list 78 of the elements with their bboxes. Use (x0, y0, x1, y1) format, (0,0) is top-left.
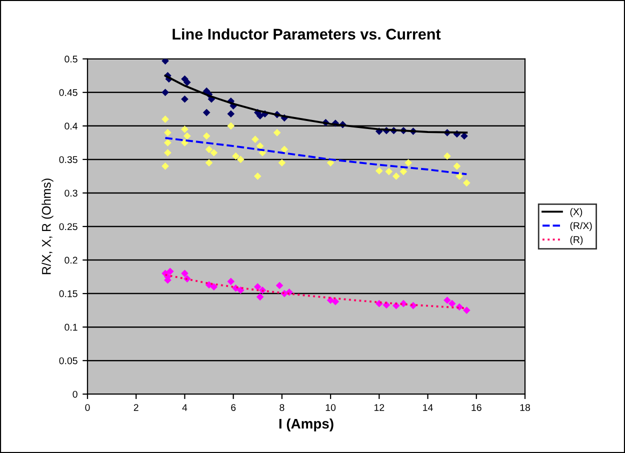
point (164, 149, 172, 156)
x-tick-label: 0 (85, 404, 90, 411)
point (404, 159, 412, 166)
point (166, 268, 174, 276)
x-tick-label: 16 (472, 404, 482, 411)
point (227, 122, 235, 130)
point (278, 159, 286, 166)
point (252, 136, 259, 144)
x-axis-title: I (Amps) (279, 418, 334, 432)
y-tick-label: 0.25 (59, 223, 78, 230)
point (456, 172, 464, 180)
point (162, 162, 169, 170)
y-tick-label: 0.1 (64, 324, 78, 331)
x-tick-label: 10 (326, 404, 336, 411)
point (385, 168, 393, 176)
x-tick-label: 2 (134, 404, 138, 411)
point (256, 142, 264, 150)
point (210, 283, 218, 291)
point (162, 88, 169, 96)
x-tick-label: 12 (374, 404, 384, 411)
x-tick-label: 6 (231, 404, 236, 411)
y-axis-title: R/X, X, R (Ohms) (42, 178, 54, 274)
y-tick-label: 0.05 (59, 357, 78, 364)
point (227, 278, 235, 286)
point (181, 270, 188, 278)
point (205, 146, 213, 154)
x-tick-label: 4 (182, 404, 188, 411)
y-tick-label: 0.5 (64, 56, 78, 63)
y-tick-label: 0.15 (59, 290, 78, 298)
point (227, 110, 235, 118)
point (236, 156, 244, 164)
point (462, 179, 470, 187)
x-tick-label: 8 (280, 404, 284, 411)
x-tick-label: 14 (423, 404, 433, 411)
y-tick-label: 0.3 (64, 190, 78, 197)
point (254, 283, 262, 291)
point (256, 293, 264, 301)
point (276, 282, 284, 290)
point (375, 167, 383, 175)
point (202, 108, 210, 116)
legend-label: (R) (570, 236, 583, 245)
point (202, 132, 210, 140)
point (183, 132, 191, 140)
point (332, 298, 340, 306)
y-tick-label: 0.2 (64, 256, 78, 264)
point (181, 139, 188, 146)
point (210, 149, 218, 156)
point (400, 168, 408, 176)
point (444, 296, 451, 304)
point (280, 146, 288, 154)
point (205, 159, 213, 166)
y-tick-label: 0 (72, 390, 78, 398)
chart-title: Line Inductor Parameters vs. Current (172, 28, 441, 40)
x-tick-label: 18 (520, 404, 530, 411)
point (181, 95, 188, 103)
point (183, 78, 191, 86)
legend-label: (X) (570, 208, 582, 218)
line-series (164, 137, 468, 176)
point (181, 126, 188, 133)
point (273, 128, 281, 136)
y-tick-label: 0.45 (59, 89, 78, 96)
y-tick-label: 0.35 (59, 156, 78, 164)
point (162, 58, 169, 65)
point (236, 286, 244, 294)
point (254, 172, 262, 180)
point (448, 300, 456, 308)
point (256, 112, 264, 120)
point (453, 162, 461, 170)
point (164, 139, 172, 146)
legend-label: (R/X) (570, 222, 592, 232)
point (164, 128, 172, 136)
point (444, 152, 451, 160)
point (162, 116, 169, 123)
y-tick-label: 0.4 (64, 122, 78, 130)
point (392, 172, 400, 180)
point (232, 152, 240, 160)
point (326, 159, 334, 166)
point (462, 306, 470, 314)
